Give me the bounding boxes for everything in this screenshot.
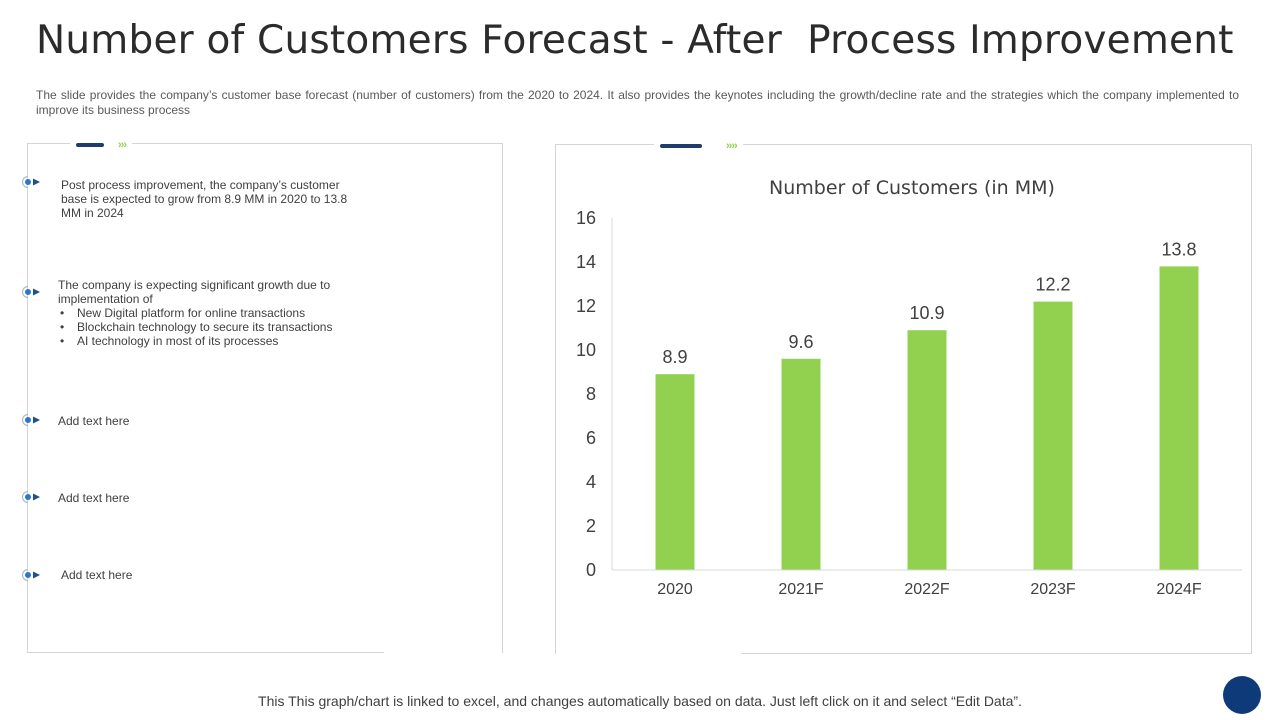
navigation-button[interactable] xyxy=(1223,676,1261,714)
y-tick-label: 14 xyxy=(576,252,596,272)
bar-2023F[interactable] xyxy=(1033,301,1073,570)
panel-bottom-border xyxy=(28,652,384,653)
bullet-arrow-icon xyxy=(21,490,40,504)
x-tick-label: 2023F xyxy=(1030,581,1076,598)
data-label: 9.6 xyxy=(788,332,813,352)
bullet-arrow-icon xyxy=(21,285,40,299)
bar-2021F[interactable] xyxy=(781,358,821,570)
panel-bottom-border xyxy=(741,653,1251,654)
bar-2022F[interactable] xyxy=(907,330,947,570)
notes-panel-header-decoration: ››› xyxy=(70,136,132,151)
note-growth: Post process improvement, the company’s … xyxy=(61,178,348,220)
page-subtitle: The slide provides the company’s custome… xyxy=(36,88,1239,117)
y-tick-label: 4 xyxy=(586,472,596,492)
data-label: 8.9 xyxy=(662,347,687,367)
bars: 8.9 9.6 10.9 12.2 13.8 xyxy=(655,239,1199,570)
y-tick-label: 16 xyxy=(576,208,596,228)
x-tick-label: 2020 xyxy=(657,581,693,598)
y-tick-label: 10 xyxy=(576,340,596,360)
note-strategies-intro: The company is expecting significant gro… xyxy=(58,278,331,306)
y-tick-label: 12 xyxy=(576,296,596,316)
y-axis: 0 2 4 6 8 10 12 14 16 xyxy=(576,208,613,580)
chart-panel xyxy=(555,144,1252,654)
data-label: 10.9 xyxy=(909,303,944,323)
note-strategies: The company is expecting significant gro… xyxy=(58,278,358,348)
note-placeholder[interactable]: Add text here xyxy=(61,568,133,582)
bullet-arrow-icon xyxy=(21,413,40,427)
strategy-list: New Digital platform for online transact… xyxy=(58,306,358,348)
x-axis: 2020 2021F 2022F 2023F 2024F xyxy=(612,569,1242,598)
accent-bar xyxy=(76,142,104,147)
strategy-item: Blockchain technology to secure its tran… xyxy=(60,320,358,334)
y-tick-label: 8 xyxy=(586,384,596,404)
bar-2024F[interactable] xyxy=(1159,266,1199,570)
accent-bar xyxy=(660,143,702,148)
bullet-arrow-icon xyxy=(21,568,40,582)
data-label: 12.2 xyxy=(1035,275,1070,295)
chart-title: Number of Customers (in MM) xyxy=(769,177,1055,199)
chevrons-icon: ››› xyxy=(118,138,127,151)
bullet-arrow-icon xyxy=(21,175,40,189)
strategy-item: New Digital platform for online transact… xyxy=(60,306,358,320)
bar-2020[interactable] xyxy=(655,374,695,570)
strategy-item: AI technology in most of its processes xyxy=(60,334,358,348)
data-label: 13.8 xyxy=(1161,239,1196,259)
x-tick-label: 2021F xyxy=(778,581,824,598)
chevrons-icon: ›››› xyxy=(726,139,738,152)
page-title: Number of Customers Forecast - After Pro… xyxy=(36,18,1234,63)
note-placeholder[interactable]: Add text here xyxy=(58,491,130,505)
y-tick-label: 0 xyxy=(586,560,596,580)
footer-note: This This graph/chart is linked to excel… xyxy=(258,693,1022,709)
notes-panel xyxy=(27,143,503,653)
y-tick-label: 2 xyxy=(586,516,596,536)
note-placeholder[interactable]: Add text here xyxy=(58,414,130,428)
customers-bar-chart[interactable]: Number of Customers (in MM) 0 2 4 6 8 10 12 14 1… xyxy=(556,145,1250,615)
x-tick-label: 2024F xyxy=(1156,581,1202,598)
x-tick-label: 2022F xyxy=(904,581,950,598)
chart-panel-header-decoration: ›››› xyxy=(654,137,743,152)
y-tick-label: 6 xyxy=(586,428,596,448)
